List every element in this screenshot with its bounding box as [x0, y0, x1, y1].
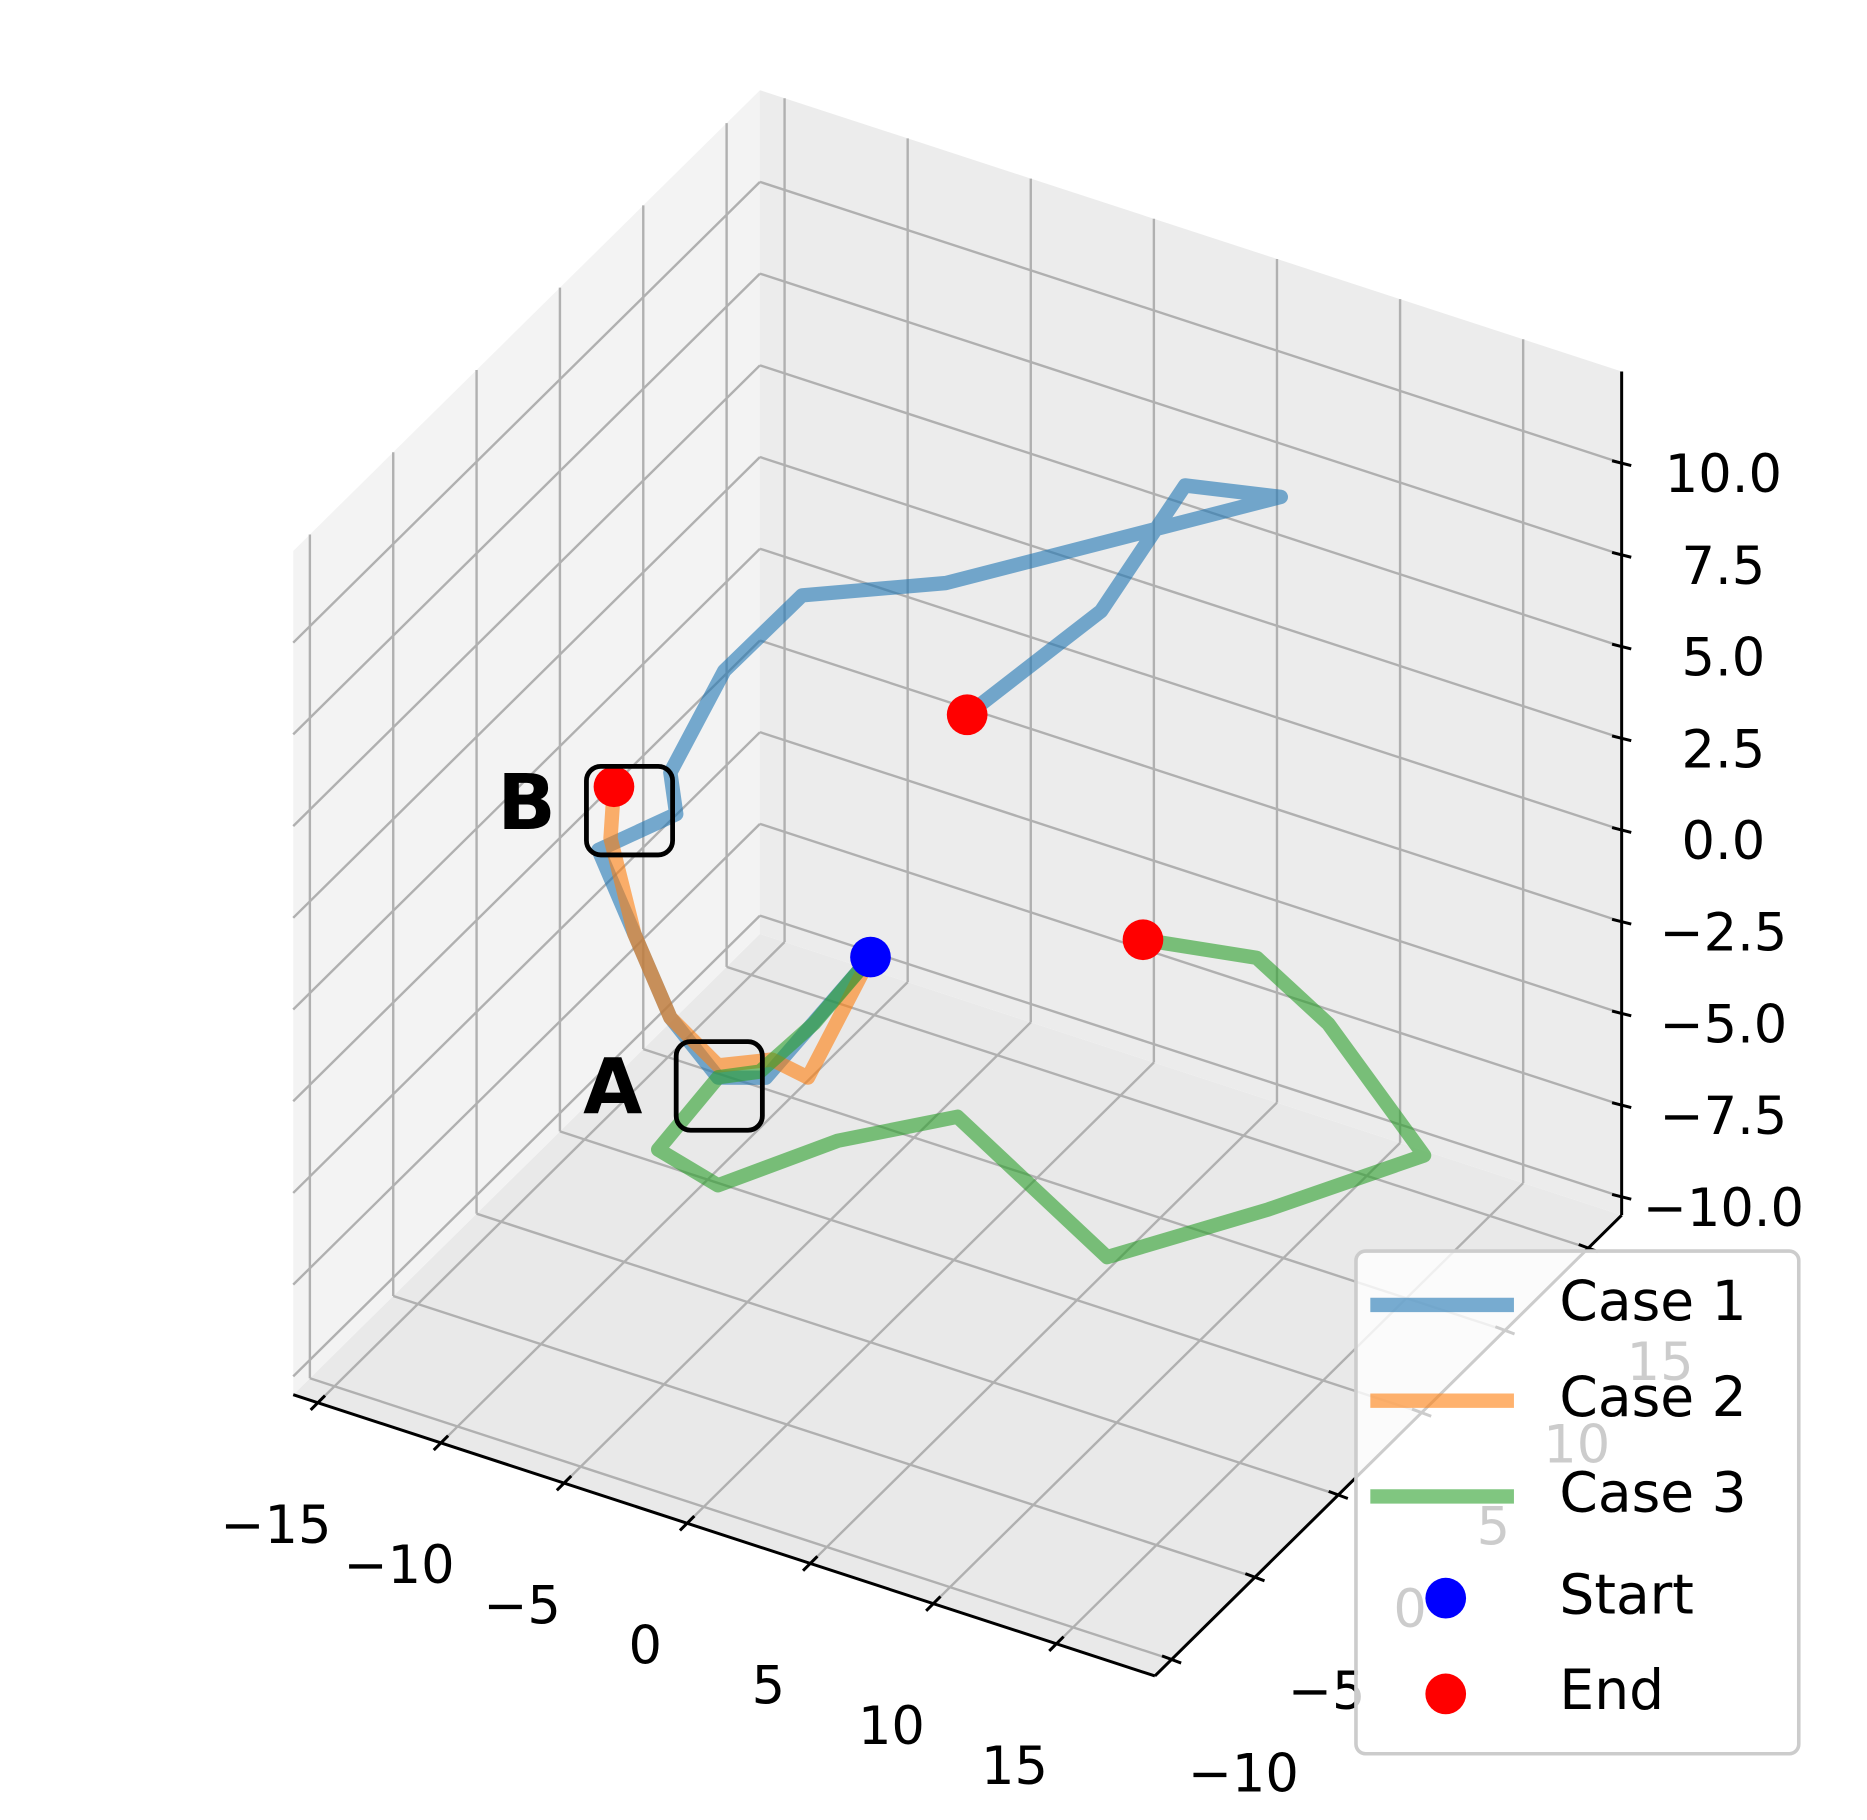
- x-axis-line: [292, 1393, 1156, 1678]
- legend-label: Case 2: [1559, 1365, 1746, 1429]
- grid-line: [476, 1212, 1339, 1497]
- grid-line: [292, 914, 761, 1378]
- grid-line: [759, 455, 1623, 740]
- tick-label: −5: [483, 1575, 561, 1636]
- legend-label: End: [1559, 1658, 1664, 1722]
- legend-marker: [1425, 1673, 1467, 1715]
- tick-label: −7.5: [1659, 1086, 1787, 1147]
- tick-label: 5: [752, 1656, 786, 1717]
- tick-label: 7.5: [1682, 536, 1766, 597]
- marker-point: [593, 766, 635, 808]
- grid-line: [563, 1021, 1032, 1484]
- grid-line: [759, 822, 1623, 1107]
- back-pane: [759, 90, 1622, 1216]
- grid-line: [932, 1142, 1401, 1605]
- annotation-box: [673, 1039, 765, 1133]
- tick-label: −5.0: [1659, 994, 1787, 1055]
- tick-label: 5.0: [1682, 628, 1766, 689]
- grid-line: [392, 1294, 1256, 1579]
- legend-label: Case 3: [1559, 1461, 1746, 1525]
- grid-line: [759, 731, 1623, 1015]
- marker-point: [946, 694, 988, 736]
- grid-line: [759, 639, 1623, 923]
- tick-label: 2.5: [1682, 719, 1766, 780]
- grid-line: [292, 181, 761, 644]
- grid-line: [292, 272, 761, 736]
- legend: Case 1 Case 2 Case 3 Start End: [1354, 1249, 1801, 1756]
- tick-label: 0.0: [1682, 811, 1766, 872]
- legend-label: Case 1: [1559, 1269, 1746, 1333]
- tick-label: 15: [981, 1736, 1048, 1797]
- floor-pane: [293, 933, 1622, 1676]
- legend-box: [1354, 1249, 1801, 1756]
- grid-line: [292, 547, 761, 1011]
- annotation-label: B: [497, 759, 555, 848]
- legend-label: Start: [1559, 1562, 1693, 1626]
- grid-line: [759, 914, 1623, 1198]
- grid-line: [686, 1061, 1155, 1525]
- tick-label: 0: [628, 1616, 662, 1677]
- tick-label: −10.0: [1643, 1178, 1804, 1239]
- tick-label: −10: [343, 1535, 454, 1596]
- tick-label: 10.0: [1665, 444, 1782, 505]
- annotation-label: A: [583, 1043, 642, 1132]
- grid-line: [316, 941, 786, 1404]
- grid-line: [726, 965, 1589, 1250]
- grid-line: [292, 456, 761, 919]
- grid-line: [309, 1377, 1172, 1661]
- tick-label: −15: [220, 1495, 331, 1556]
- annotation-box: [584, 763, 675, 858]
- tick-label: −2.5: [1659, 903, 1787, 964]
- grid-line: [759, 180, 1623, 465]
- legend-marker: [1425, 1577, 1467, 1619]
- marker-point: [850, 936, 891, 978]
- grid-line: [759, 547, 1623, 832]
- grid-line: [440, 981, 909, 1444]
- grid-line: [292, 823, 761, 1286]
- grid-line: [759, 364, 1623, 648]
- grid-line: [759, 272, 1623, 557]
- annotations: AB: [497, 759, 765, 1133]
- grid-line: [292, 364, 761, 827]
- marker-point: [1122, 919, 1164, 961]
- grid-line: [292, 639, 761, 1103]
- grid-line: [809, 1101, 1278, 1565]
- tick-label: −5: [1288, 1661, 1366, 1722]
- series-line: [650, 932, 1432, 1265]
- tick-label: −10: [1188, 1743, 1299, 1804]
- tick-label: 10: [858, 1696, 925, 1757]
